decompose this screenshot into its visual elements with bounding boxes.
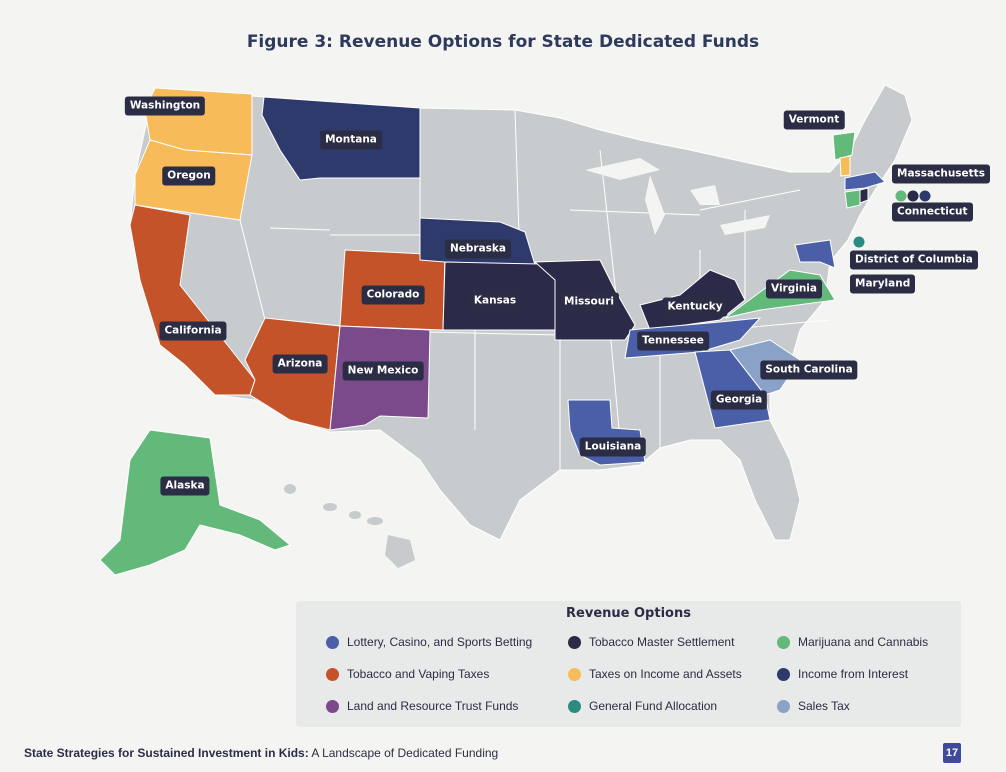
label-vermont: Vermont: [783, 110, 845, 130]
label-new-mexico: New Mexico: [342, 361, 424, 381]
label-maryland: Maryland: [850, 274, 916, 294]
label-kansas: Kansas: [468, 291, 522, 311]
state-alaska[interactable]: [99, 429, 292, 576]
legend-label: Taxes on Income and Assets: [589, 667, 742, 681]
connecticut-interest-dot: [919, 190, 931, 202]
label-arizona: Arizona: [272, 354, 328, 374]
legend-swatch: [568, 667, 581, 681]
legend-label: Sales Tax: [798, 699, 850, 713]
state-new-hampshire-dark[interactable]: [859, 187, 869, 204]
legend-swatch: [568, 635, 581, 649]
label-georgia: Georgia: [710, 390, 768, 410]
legend-swatch: [777, 667, 790, 681]
footer: State Strategies for Sustained Investmen…: [24, 746, 498, 760]
legend-item-tobacco-settlement: Tobacco Master Settlement: [568, 635, 734, 649]
label-missouri: Missouri: [558, 292, 620, 312]
state-new-york-strip[interactable]: [839, 155, 851, 177]
legend: Revenue Options Lottery, Casino, and Spo…: [296, 601, 961, 727]
label-alaska: Alaska: [160, 476, 210, 496]
connecticut-tobacco-settlement-dot: [907, 190, 919, 202]
legend-swatch: [777, 635, 790, 649]
legend-item-income-assets: Taxes on Income and Assets: [568, 667, 742, 681]
legend-label: Tobacco and Vaping Taxes: [347, 667, 490, 681]
legend-swatch: [326, 635, 339, 649]
label-louisiana: Louisiana: [579, 437, 647, 457]
legend-item-interest: Income from Interest: [777, 667, 908, 681]
legend-item-tobacco-vaping: Tobacco and Vaping Taxes: [326, 667, 489, 681]
state-california[interactable]: [129, 204, 256, 396]
legend-label: Land and Resource Trust Funds: [347, 699, 519, 713]
label-south-carolina: South Carolina: [760, 360, 858, 380]
legend-item-general-fund: General Fund Allocation: [568, 699, 717, 713]
label-montana: Montana: [320, 130, 382, 150]
legend-swatch: [568, 699, 581, 713]
legend-swatch: [326, 667, 339, 681]
page-number: 17: [943, 743, 961, 763]
footer-bold: State Strategies for Sustained Investmen…: [24, 746, 309, 760]
label-district-of-columbia: District of Columbia: [850, 250, 978, 270]
legend-title: Revenue Options: [566, 606, 691, 621]
label-virginia: Virginia: [766, 279, 822, 299]
connecticut-marijuana-dot: [895, 190, 907, 202]
legend-item-marijuana: Marijuana and Cannabis: [777, 635, 928, 649]
legend-label: Income from Interest: [798, 667, 909, 681]
hawaii: [284, 484, 415, 568]
state-arizona[interactable]: [244, 317, 341, 431]
label-massachusetts: Massachusetts: [892, 164, 990, 184]
state-massachusetts[interactable]: [844, 171, 886, 191]
label-california: California: [159, 321, 227, 341]
label-nebraska: Nebraska: [444, 239, 512, 259]
label-kentucky: Kentucky: [662, 297, 728, 317]
legend-item-land-trust: Land and Resource Trust Funds: [326, 699, 518, 713]
dc-general-fund-dot: [853, 236, 865, 248]
state-vermont[interactable]: [832, 131, 856, 161]
label-colorado: Colorado: [361, 285, 425, 305]
legend-item-sales-tax: Sales Tax: [777, 699, 850, 713]
legend-swatch: [777, 699, 790, 713]
state-connecticut[interactable]: [844, 189, 861, 209]
figure-title: Figure 3: Revenue Options for State Dedi…: [246, 32, 760, 52]
legend-label: Tobacco Master Settlement: [589, 635, 735, 649]
great-lakes: [585, 158, 770, 235]
state-maryland[interactable]: [794, 239, 836, 269]
label-connecticut: Connecticut: [892, 202, 973, 222]
legend-label: General Fund Allocation: [589, 699, 718, 713]
legend-label: Lottery, Casino, and Sports Betting: [347, 635, 533, 649]
label-oregon: Oregon: [162, 166, 216, 186]
legend-item-lottery: Lottery, Casino, and Sports Betting: [326, 635, 532, 649]
legend-swatch: [326, 699, 339, 713]
label-tennessee: Tennessee: [637, 331, 709, 351]
legend-label: Marijuana and Cannabis: [798, 635, 929, 649]
footer-rest: A Landscape of Dedicated Funding: [308, 746, 499, 760]
label-washington: Washington: [124, 96, 206, 116]
